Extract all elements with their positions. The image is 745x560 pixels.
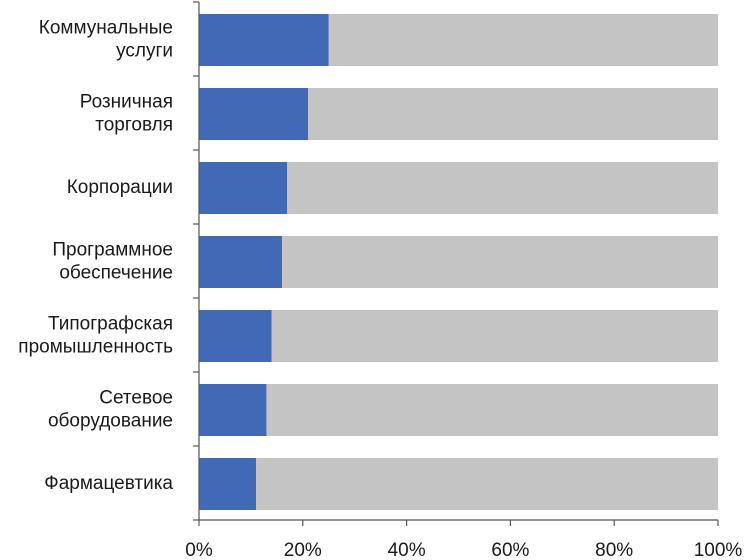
bar-share-5: [199, 384, 267, 436]
category-label-6: Фармацевтика: [44, 473, 173, 494]
x-axis-ticks: 0% 20% 40% 60% 80% 100%: [185, 520, 742, 560]
y-axis-ticks: [193, 1, 199, 521]
category-label-line: оборудование: [48, 411, 173, 432]
bar-share-6: [199, 458, 257, 510]
x-tick-label: 40%: [388, 540, 426, 560]
category-label-line: Корпорации: [67, 177, 173, 198]
category-label-line: услуги: [116, 41, 173, 62]
category-label-3: Программное обеспечение: [52, 240, 173, 284]
category-label-line: обеспечение: [59, 263, 173, 284]
bar-share-3: [199, 236, 283, 288]
bar-share-4: [199, 310, 272, 362]
bar-remainder-6: [256, 458, 718, 510]
x-tick-label: 0%: [185, 540, 213, 560]
bar-remainder-5: [266, 384, 718, 436]
x-tick-label: 20%: [284, 540, 322, 560]
bar-remainder-0: [328, 14, 718, 66]
category-label-0: Коммунальные услуги: [39, 18, 173, 62]
bars-group: [199, 14, 718, 510]
category-label-line: торговля: [95, 115, 173, 136]
category-label-line: Сетевое: [99, 388, 173, 409]
bar-remainder-1: [307, 88, 718, 140]
category-label-line: Розничная: [80, 92, 173, 113]
x-tick-label: 80%: [595, 540, 633, 560]
category-label-line: Фармацевтика: [44, 473, 173, 494]
x-tick-label: 60%: [491, 540, 529, 560]
bar-share-1: [199, 88, 308, 140]
category-label-1: Розничная торговля: [80, 92, 173, 136]
bar-remainder-3: [282, 236, 718, 288]
category-labels: Коммунальные услуги Розничная торговля Корпо…: [18, 18, 173, 495]
category-label-line: Коммунальные: [39, 18, 173, 39]
bar-share-2: [199, 162, 288, 214]
x-tick-label: 100%: [694, 540, 743, 560]
category-label-line: Типографская: [48, 314, 173, 335]
category-label-4: Типографская промышленность: [18, 314, 173, 358]
bar-remainder-2: [287, 162, 718, 214]
category-label-5: Сетевое оборудование: [48, 388, 173, 432]
category-label-2: Корпорации: [67, 177, 173, 198]
bar-share-0: [199, 14, 329, 66]
category-label-line: Программное: [52, 240, 173, 261]
bar-remainder-4: [271, 310, 718, 362]
category-label-line: промышленность: [18, 337, 173, 358]
